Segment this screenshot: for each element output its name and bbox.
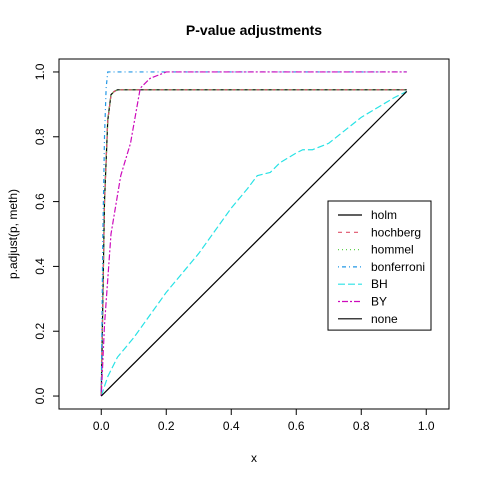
legend-label-hommel: hommel (371, 243, 414, 257)
series-line-none (100, 90, 408, 397)
y-tick-label: 0.4 (33, 258, 47, 275)
y-tick-label: 1.0 (33, 63, 47, 80)
series-line-hochberg (100, 89, 407, 397)
x-axis: 0.0 0.2 0.4 0.6 0.8 1.0 (93, 408, 435, 433)
legend: holm hochberg hommel bonferroni BH BY none (327, 200, 432, 331)
x-tick-label: 0.6 (288, 419, 305, 433)
y-tick-label: 0.6 (33, 193, 47, 210)
y-tick-label: 0.2 (33, 323, 47, 340)
legend-box (327, 200, 432, 331)
legend-label-bh: BH (371, 277, 388, 291)
legend-label-none: none (371, 312, 398, 326)
x-tick-label: 0.0 (93, 419, 110, 433)
y-tick-label: 0.8 (33, 128, 47, 145)
series-line-bonferroni (100, 71, 407, 397)
chart-title: P-value adjustments (186, 22, 322, 38)
legend-label-holm: holm (371, 208, 397, 222)
series-line-bh (100, 90, 408, 397)
x-tick-label: 1.0 (418, 419, 435, 433)
legend-label-by: BY (371, 295, 387, 309)
legend-label-hochberg: hochberg (371, 225, 421, 239)
x-tick-label: 0.8 (353, 419, 370, 433)
x-tick-label: 0.2 (158, 419, 175, 433)
y-axis-label: p.adjust(p, meth) (6, 189, 20, 279)
series-line-by (100, 71, 407, 397)
y-axis: 0.0 0.2 0.4 0.6 0.8 1.0 (33, 63, 60, 404)
y-tick-label: 0.0 (33, 387, 47, 404)
plot-area (100, 71, 408, 397)
legend-label-bonferroni: bonferroni (371, 260, 425, 274)
x-tick-label: 0.4 (223, 419, 240, 433)
x-axis-label: x (251, 451, 257, 465)
